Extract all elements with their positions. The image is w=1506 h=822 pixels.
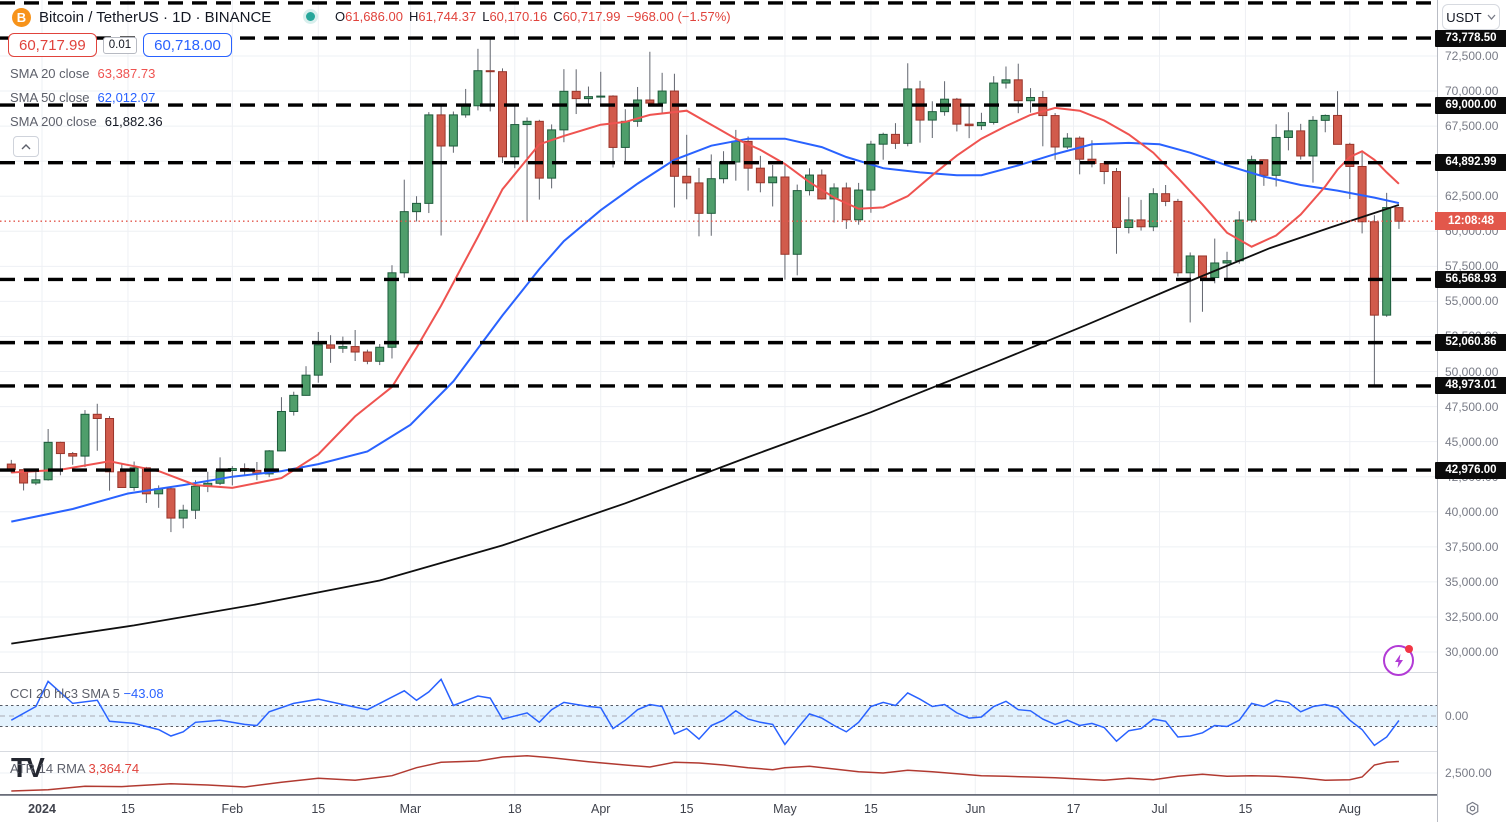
price-tick-label: 30,000.00 xyxy=(1445,645,1499,659)
chevron-up-icon xyxy=(21,143,31,149)
sma50-value: 62,012.07 xyxy=(97,90,156,105)
sma20-line xyxy=(11,106,1400,489)
price-tick-label: 70,000.00 xyxy=(1445,84,1499,99)
low-label: L xyxy=(482,9,490,24)
time-tick-label: Apr xyxy=(591,802,611,816)
price-tick-label: 55,000.00 xyxy=(1445,294,1499,309)
price-tick-label: 40,000.00 xyxy=(1445,504,1499,519)
change-value: −968.00 (−1.57%) xyxy=(626,9,731,24)
price-tick-label: 67,500.00 xyxy=(1445,119,1499,134)
bar-countdown-badge: 12:08:48 xyxy=(1435,212,1506,231)
time-tick-label: 18 xyxy=(507,802,522,816)
price-axis[interactable]: USDT 30,000.00 32,500.00 35,000.00 37,500.0… xyxy=(1435,0,1506,795)
atr-value: 3,364.74 xyxy=(88,761,140,776)
tradingview-watermark: TV xyxy=(11,752,45,783)
sma200-line xyxy=(11,204,1400,645)
gridlines xyxy=(0,0,1437,794)
symbol-header[interactable]: B Bitcoin / TetherUS · 1D · BINANCE xyxy=(12,7,271,27)
sma200-value: 61,882.36 xyxy=(104,114,163,129)
cci-zero-label: 0.00 xyxy=(1445,709,1469,723)
quick-trade-button[interactable] xyxy=(1383,645,1414,676)
high-label: H xyxy=(408,9,419,24)
price-chart-canvas[interactable] xyxy=(0,0,1437,795)
level-price-badge: 48,973.01 xyxy=(1435,377,1506,395)
level-price-badge: 42,976.00 xyxy=(1435,461,1506,479)
time-tick-label: Jun xyxy=(965,802,986,816)
sma200-legend[interactable]: SMA 200 close 61,882.36 xyxy=(10,114,163,129)
atr-line xyxy=(11,754,1399,792)
time-tick-label: 15 xyxy=(679,802,694,816)
time-tick-label: 15 xyxy=(1238,802,1253,816)
level-price-badge: 52,060.86 xyxy=(1435,334,1506,352)
level-price-badge: 69,000.00 xyxy=(1435,96,1506,114)
time-axis[interactable]: 2024 15 Feb 15 Mar 18 Apr 15 May 15 Jun 17 Jul 15 Aug xyxy=(0,795,1437,822)
time-tick-label: Feb xyxy=(221,802,244,816)
time-tick-label: May xyxy=(773,802,797,816)
level-price-badge: 56,568.93 xyxy=(1435,270,1506,288)
price-tick-label: 47,500.00 xyxy=(1445,399,1499,414)
sma200-label: SMA 200 close xyxy=(10,114,97,129)
axis-settings-corner[interactable] xyxy=(1437,795,1506,822)
sma50-label: SMA 50 close xyxy=(10,90,90,105)
cci-value: −43.08 xyxy=(123,686,164,701)
sma20-legend[interactable]: SMA 20 close 63,387.73 xyxy=(10,66,155,81)
price-tick-label: 35,000.00 xyxy=(1445,574,1499,589)
cci-legend[interactable]: CCI 20 hlc3 SMA 5 −43.08 xyxy=(10,686,164,701)
ohlc-row: O61,686.00 H61,744.37 L60,170.16 C60,717… xyxy=(306,9,731,24)
time-tick-label: Jul xyxy=(1151,802,1168,816)
high-value: 61,744.37 xyxy=(418,9,477,24)
price-tick-label: 50,000.00 xyxy=(1445,364,1499,379)
cci-label: CCI 20 hlc3 SMA 5 xyxy=(10,686,120,701)
cci-pane xyxy=(0,678,1437,747)
sma50-line xyxy=(11,137,1400,523)
atr-label: ATR 14 RMA xyxy=(10,761,85,776)
spread-value: 0.01 xyxy=(102,36,138,54)
candlestick-series xyxy=(6,38,1404,533)
quote-row: 60,717.99 0.01 60,718.00 xyxy=(8,33,232,57)
sell-price-button[interactable]: 60,717.99 xyxy=(8,33,97,57)
time-tick-label: 15 xyxy=(863,802,878,816)
collapse-legend-button[interactable] xyxy=(13,136,39,157)
time-tick-label: 2024 xyxy=(28,802,56,816)
gear-icon xyxy=(1466,801,1478,816)
bitcoin-icon: B xyxy=(12,7,31,27)
price-tick-label: 57,500.00 xyxy=(1445,259,1499,274)
price-tick-label: 62,500.00 xyxy=(1445,189,1499,204)
support-resistance-levels[interactable] xyxy=(0,1,1437,472)
price-tick-label: 32,500.00 xyxy=(1445,609,1499,624)
symbol-title[interactable]: Bitcoin / TetherUS · 1D · BINANCE xyxy=(39,8,272,26)
atr-tick-label: 2,500.00 xyxy=(1445,766,1492,780)
currency-label: USDT xyxy=(1446,9,1482,25)
sma20-label: SMA 20 close xyxy=(10,66,90,81)
buy-price-button[interactable]: 60,718.00 xyxy=(143,33,232,57)
atr-pane xyxy=(11,754,1399,792)
price-tick-label: 45,000.00 xyxy=(1445,434,1499,449)
price-tick-label: 37,500.00 xyxy=(1445,539,1499,554)
price-tick-label: 72,500.00 xyxy=(1445,48,1499,63)
low-value: 60,170.16 xyxy=(489,9,548,24)
time-tick-label: Aug xyxy=(1338,802,1361,816)
close-label: C xyxy=(553,9,563,24)
market-status-icon xyxy=(306,12,315,21)
atr-legend[interactable]: ATR 14 RMA 3,364.74 xyxy=(10,761,139,776)
sma50-legend[interactable]: SMA 50 close 62,012.07 xyxy=(10,90,155,105)
open-value: 61,686.00 xyxy=(345,9,403,24)
notification-dot xyxy=(1405,645,1413,653)
level-price-badge: 64,892.99 xyxy=(1435,154,1506,172)
close-value: 60,717.99 xyxy=(562,9,621,24)
cci-line xyxy=(10,678,1400,747)
time-tick-label: 15 xyxy=(311,802,326,816)
chevron-down-icon xyxy=(1487,14,1496,20)
open-label: O xyxy=(335,9,346,24)
sma20-value: 63,387.73 xyxy=(97,66,156,81)
level-price-badge: 73,778.50 xyxy=(1435,29,1506,47)
time-tick-label: Mar xyxy=(399,802,422,816)
lightning-icon xyxy=(1394,653,1403,668)
time-tick-label: 17 xyxy=(1066,802,1081,816)
currency-selector[interactable]: USDT xyxy=(1442,4,1500,30)
time-tick-label: 15 xyxy=(121,802,135,816)
moving-averages xyxy=(11,106,1400,645)
